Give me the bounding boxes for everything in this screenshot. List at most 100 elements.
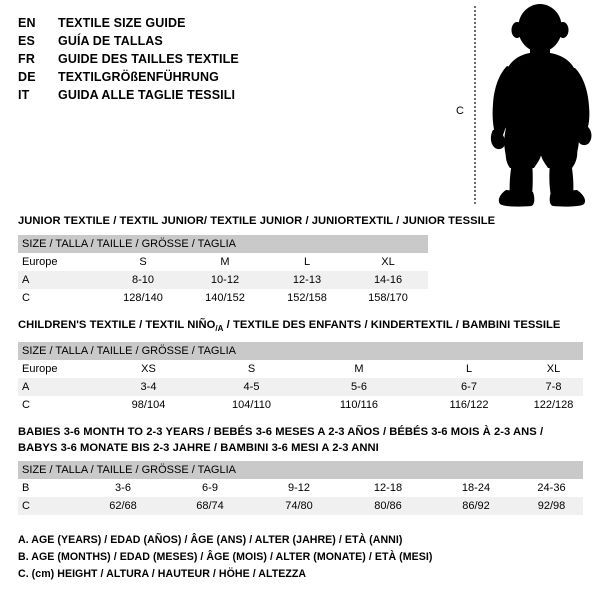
title-row-it: IT GUIDA ALLE TAGLIE TESSILI: [18, 86, 318, 104]
table-row: A 8-10 10-12 12-13 14-16: [18, 271, 429, 289]
section-heading-babies: BABIES 3-6 MONTH TO 2-3 YEARS / BEBÉS 3-…: [18, 424, 583, 456]
title-row-de: DE TEXTILGRÖßENFÜHRUNG: [18, 68, 318, 86]
section-heading-babies-line1: BABIES 3-6 MONTH TO 2-3 YEARS / BEBÉS 3-…: [18, 426, 544, 438]
table-row: C 62/68 68/74 74/80 80/86 86/92 92/98: [18, 497, 583, 515]
size-band-row: SIZE / TALLA / TAILLE / GRÖSSE / TAGLIA: [18, 342, 584, 361]
row-label: A: [18, 378, 98, 397]
section-heading-children-post: / TEXTILE DES ENFANTS / KINDERTEXTIL / B…: [223, 319, 561, 331]
table-cell: 74/80: [254, 497, 344, 515]
title-text-fr: GUIDE DES TAILLES TEXTILE: [58, 52, 239, 66]
size-band-label: SIZE / TALLA / TAILLE / GRÖSSE / TAGLIA: [18, 461, 583, 479]
table-cell: 4-5: [199, 378, 304, 397]
row-label: B: [18, 479, 80, 497]
section-heading-babies-line2: BABYS 3-6 MONATE BIS 2-3 JAHRE / BAMBINI…: [18, 442, 379, 454]
table-cell: L: [266, 253, 348, 271]
table-cell: 98/104: [98, 396, 199, 415]
title-text-es: GUÍA DE TALLAS: [58, 34, 163, 48]
legend-line-1: A. AGE (YEARS) / EDAD (AÑOS) / ÂGE (ANS)…: [18, 534, 403, 546]
height-marker-label: C: [456, 105, 464, 117]
language-code-fr: FR: [18, 52, 36, 66]
table-cell: 110/116: [304, 396, 414, 415]
row-label: C: [18, 497, 80, 515]
row-label: Europe: [18, 360, 98, 379]
section-heading-children-sub: /A: [215, 324, 224, 334]
title-row-en: EN TEXTILE SIZE GUIDE: [18, 14, 318, 32]
table-cell: 152/158: [266, 289, 348, 307]
table-cell: 10-12: [184, 271, 266, 289]
row-label: C: [18, 396, 98, 415]
title-text-de: TEXTILGRÖßENFÜHRUNG: [58, 70, 219, 84]
section-heading-junior: JUNIOR TEXTILE / TEXTIL JUNIOR/ TEXTILE …: [18, 215, 496, 227]
height-dotted-line: [474, 6, 476, 204]
table-row: Europe XS S M L XL: [18, 360, 584, 379]
table-cell: 6-9: [166, 479, 254, 497]
table-cell: 12-18: [344, 479, 432, 497]
table-junior-body: SIZE / TALLA / TAILLE / GRÖSSE / TAGLIA E…: [18, 235, 429, 307]
table-cell: XL: [348, 253, 429, 271]
size-band-row: SIZE / TALLA / TAILLE / GRÖSSE / TAGLIA: [18, 235, 429, 253]
legend-block: A. AGE (YEARS) / EDAD (AÑOS) / ÂGE (ANS)…: [18, 532, 498, 583]
table-row: B 3-6 6-9 9-12 12-18 18-24 24-36: [18, 479, 583, 497]
table-cell: 5-6: [304, 378, 414, 397]
table-cell: 122/128: [524, 396, 584, 415]
size-table-junior: SIZE / TALLA / TAILLE / GRÖSSE / TAGLIA E…: [18, 235, 429, 307]
size-table-children: SIZE / TALLA / TAILLE / GRÖSSE / TAGLIA E…: [18, 342, 584, 415]
table-cell: 140/152: [184, 289, 266, 307]
table-cell: 9-12: [254, 479, 344, 497]
table-cell: 7-8: [524, 378, 584, 397]
title-text-en: TEXTILE SIZE GUIDE: [58, 16, 186, 30]
table-cell: 68/74: [166, 497, 254, 515]
table-cell: 6-7: [414, 378, 524, 397]
table-cell: 3-6: [80, 479, 166, 497]
row-label: A: [18, 271, 102, 289]
table-cell: 104/110: [199, 396, 304, 415]
table-cell: M: [304, 360, 414, 379]
table-cell: 62/68: [80, 497, 166, 515]
table-cell: XS: [98, 360, 199, 379]
table-cell: 116/122: [414, 396, 524, 415]
section-heading-children-pre: CHILDREN'S TEXTILE / TEXTIL NIÑO: [18, 319, 216, 331]
section-children-textile: CHILDREN'S TEXTILE / TEXTIL NIÑO/A / TEX…: [18, 318, 584, 415]
title-row-es: ES GUÍA DE TALLAS: [18, 32, 318, 50]
language-code-it: IT: [18, 88, 30, 102]
table-cell: XL: [524, 360, 584, 379]
language-title-block: EN TEXTILE SIZE GUIDE ES GUÍA DE TALLAS FR GU…: [18, 14, 318, 104]
size-band-label: SIZE / TALLA / TAILLE / GRÖSSE / TAGLIA: [18, 235, 429, 253]
section-junior-textile: JUNIOR TEXTILE / TEXTIL JUNIOR/ TEXTILE …: [18, 214, 496, 307]
legend-line-2: B. AGE (MONTHS) / EDAD (MESES) / ÂGE (MO…: [18, 551, 433, 563]
title-text-it: GUIDA ALLE TAGLIE TESSILI: [58, 88, 236, 102]
table-cell: 18-24: [432, 479, 520, 497]
table-cell: L: [414, 360, 524, 379]
table-cell: 158/170: [348, 289, 429, 307]
row-label: Europe: [18, 253, 102, 271]
table-cell: S: [102, 253, 184, 271]
size-band-label: SIZE / TALLA / TAILLE / GRÖSSE / TAGLIA: [18, 342, 584, 361]
table-cell: 8-10: [102, 271, 184, 289]
language-code-es: ES: [18, 34, 36, 48]
table-cell: 14-16: [348, 271, 429, 289]
table-cell: 92/98: [520, 497, 583, 515]
language-code-de: DE: [18, 70, 36, 84]
table-row: C 98/104 104/110 110/116 116/122 122/128: [18, 396, 584, 415]
table-cell: M: [184, 253, 266, 271]
table-row: C 128/140 140/152 152/158 158/170: [18, 289, 429, 307]
size-table-babies: SIZE / TALLA / TAILLE / GRÖSSE / TAGLIA B…: [18, 461, 583, 515]
section-heading-children: CHILDREN'S TEXTILE / TEXTIL NIÑO/A / TEX…: [18, 318, 583, 336]
table-cell: 80/86: [344, 497, 432, 515]
table-cell: S: [199, 360, 304, 379]
table-cell: 12-13: [266, 271, 348, 289]
table-babies-body: SIZE / TALLA / TAILLE / GRÖSSE / TAGLIA B…: [18, 461, 583, 515]
row-label: C: [18, 289, 102, 307]
table-cell: 128/140: [102, 289, 184, 307]
table-children-body: SIZE / TALLA / TAILLE / GRÖSSE / TAGLIA E…: [18, 342, 584, 415]
toddler-silhouette-icon: [490, 4, 592, 207]
legend-line-3: C. (cm) HEIGHT / ALTURA / HAUTEUR / HÖHE…: [18, 568, 307, 580]
size-band-row: SIZE / TALLA / TAILLE / GRÖSSE / TAGLIA: [18, 461, 583, 479]
table-cell: 3-4: [98, 378, 199, 397]
section-babies-textile: BABIES 3-6 MONTH TO 2-3 YEARS / BEBÉS 3-…: [18, 424, 583, 515]
title-row-fr: FR GUIDE DES TAILLES TEXTILE: [18, 50, 318, 68]
table-row: A 3-4 4-5 5-6 6-7 7-8: [18, 378, 584, 397]
height-figure-block: C: [440, 2, 600, 207]
table-cell: 86/92: [432, 497, 520, 515]
language-code-en: EN: [18, 16, 36, 30]
